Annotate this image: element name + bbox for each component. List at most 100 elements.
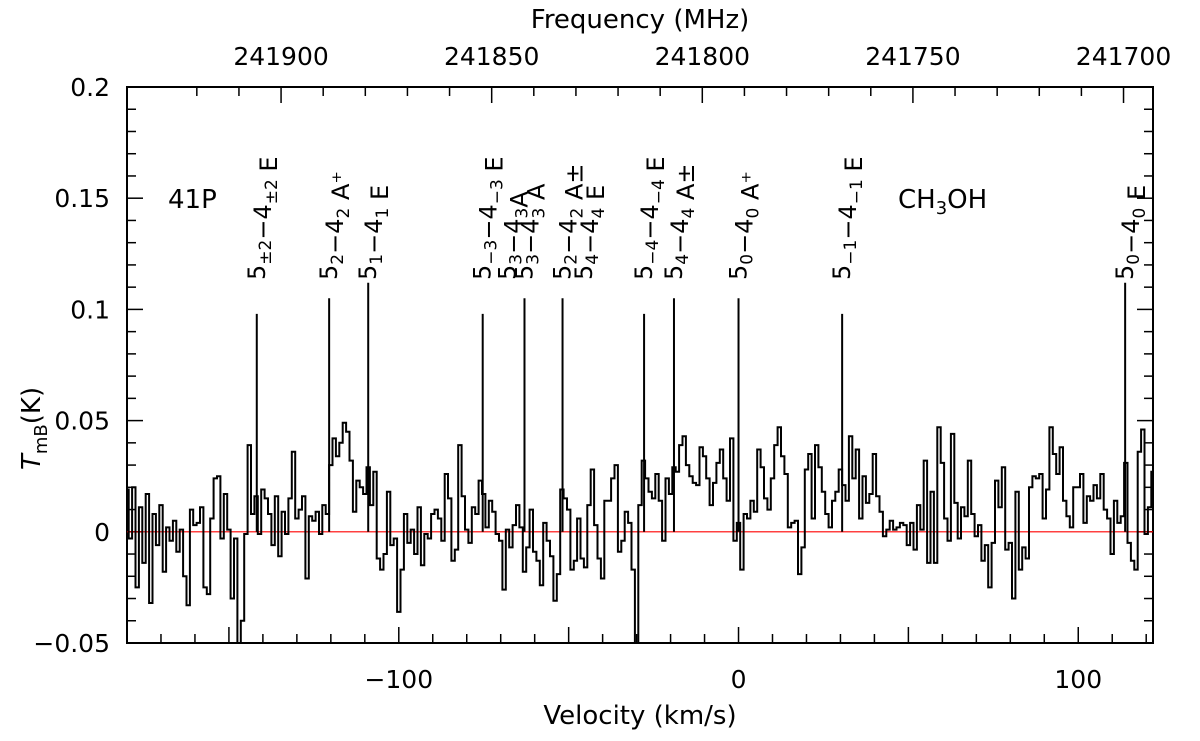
label-subscript: −1 bbox=[841, 240, 861, 265]
x-tick-label: −100 bbox=[364, 665, 433, 694]
label-text: −4 bbox=[321, 219, 349, 254]
label-subscript: −3 bbox=[482, 240, 502, 265]
label-text: −4 bbox=[731, 219, 759, 254]
y-axis-title-unit: (K) bbox=[17, 387, 47, 424]
y-axis-title-symbol: T bbox=[17, 452, 47, 470]
label-text: E bbox=[840, 156, 868, 179]
label-text: A bbox=[522, 183, 550, 208]
label-text: E bbox=[1123, 185, 1151, 208]
label-text: −4 bbox=[360, 219, 388, 254]
label-subscript: 4 bbox=[673, 254, 693, 265]
label-text: A± bbox=[561, 164, 589, 208]
top-tick-label: 241800 bbox=[655, 42, 750, 71]
label-text: 5 bbox=[494, 265, 522, 280]
label-text: −4 bbox=[475, 204, 503, 239]
label-text: 5 bbox=[660, 265, 688, 280]
transition-label: 50−40 A⁺ bbox=[725, 171, 765, 280]
x-tick-label: 0 bbox=[731, 665, 747, 694]
label-text: 5 bbox=[243, 265, 271, 280]
transition-label: 5±2−4±2 E bbox=[243, 156, 283, 280]
y-tick-label: −0.05 bbox=[33, 629, 110, 658]
label-text: 5 bbox=[725, 265, 753, 280]
molecule-part: OH bbox=[947, 185, 987, 215]
transition-label: 50−40 E bbox=[1111, 185, 1151, 280]
transition-label: 52−42 A⁺ bbox=[315, 171, 355, 280]
label-text: E bbox=[642, 156, 670, 179]
label-subscript: 4 bbox=[589, 208, 609, 219]
top-axis-title: Frequency (MHz) bbox=[531, 5, 750, 35]
x-axis-title: Velocity (km/s) bbox=[543, 701, 736, 731]
molecule-part: CH bbox=[898, 185, 936, 215]
label-text: 5 bbox=[630, 265, 658, 280]
label-subscript: 1 bbox=[367, 254, 387, 265]
label-subscript: 3 bbox=[513, 208, 533, 219]
y-tick-label: 0.1 bbox=[70, 295, 110, 324]
label-text: 5 bbox=[469, 265, 497, 280]
label-text: −4 bbox=[1117, 219, 1145, 254]
y-axis-title: TmB(K) bbox=[17, 387, 52, 470]
transition-label: 5−3−4−3 E bbox=[469, 156, 509, 280]
label-subscript: 4 bbox=[679, 208, 699, 219]
label-text: 5 bbox=[510, 265, 538, 280]
y-tick-label: 0.05 bbox=[54, 407, 110, 436]
transition-label: 54−44 A± bbox=[660, 164, 700, 280]
object-annotation: 41P bbox=[168, 185, 217, 215]
transition-label: 54−44 E bbox=[570, 185, 610, 280]
top-tick-label: 241750 bbox=[865, 42, 960, 71]
molecule-annotation: CH3OH bbox=[898, 185, 987, 219]
label-subscript: 0 bbox=[1124, 254, 1144, 265]
label-text: A⁺ bbox=[327, 171, 355, 208]
label-subscript: 3 bbox=[523, 254, 543, 265]
label-text: −4 bbox=[516, 219, 544, 254]
molecule-part: 3 bbox=[936, 198, 947, 219]
label-text: A bbox=[506, 191, 534, 208]
label-subscript: −3 bbox=[488, 179, 508, 204]
spectrum-trace bbox=[127, 421, 1153, 643]
transition-lines-group bbox=[255, 282, 1127, 532]
label-subscript: −4 bbox=[643, 240, 663, 265]
label-text: E bbox=[582, 185, 610, 208]
label-text: A± bbox=[672, 164, 700, 208]
label-text: 5 bbox=[570, 265, 598, 280]
label-text: −4 bbox=[500, 219, 528, 254]
label-text: A⁺ bbox=[737, 171, 765, 208]
label-text: −4 bbox=[636, 204, 664, 239]
label-text: −4 bbox=[666, 219, 694, 254]
transition-label: 5−4−4−4 E bbox=[630, 156, 670, 280]
transition-labels-group: 5±2−4±2 E52−42 A⁺51−41 E5−3−4−3 E53−43 A… bbox=[243, 156, 1151, 280]
plot-frame-group bbox=[126, 86, 1154, 644]
transition-label: 53−43A bbox=[494, 191, 534, 280]
y-tick-label: 0 bbox=[94, 518, 110, 547]
label-subscript: 0 bbox=[738, 254, 758, 265]
top-tick-label: 241850 bbox=[444, 42, 539, 71]
label-subscript: 2 bbox=[334, 208, 354, 219]
y-tick-label: 0.2 bbox=[70, 73, 110, 102]
x-tick-label: 100 bbox=[1054, 665, 1102, 694]
label-text: −4 bbox=[576, 219, 604, 254]
label-subscript: −1 bbox=[847, 179, 867, 204]
label-text: 5 bbox=[549, 265, 577, 280]
transition-label: 5−1−4−1 E bbox=[828, 156, 868, 280]
y-axis-title-subscript: mB bbox=[31, 424, 52, 454]
label-text: −4 bbox=[555, 219, 583, 254]
label-text: −4 bbox=[834, 204, 862, 239]
label-subscript: −4 bbox=[649, 179, 669, 204]
transition-label: 51−41 E bbox=[354, 185, 394, 280]
top-tick-label: 241900 bbox=[233, 42, 328, 71]
spectrum-group bbox=[127, 421, 1153, 643]
label-text: E bbox=[366, 185, 394, 208]
label-text: E bbox=[481, 156, 509, 179]
transition-label: 52−42 A± bbox=[549, 164, 589, 280]
label-subscript: 0 bbox=[744, 208, 764, 219]
label-subscript: 2 bbox=[328, 254, 348, 265]
label-text: 5 bbox=[1111, 265, 1139, 280]
label-subscript: 2 bbox=[568, 208, 588, 219]
label-text: 5 bbox=[354, 265, 382, 280]
y-tick-label: 0.15 bbox=[54, 184, 110, 213]
plot-frame bbox=[126, 86, 1154, 644]
top-tick-label: 241700 bbox=[1076, 42, 1171, 71]
label-text: 5 bbox=[828, 265, 856, 280]
label-subscript: 2 bbox=[562, 254, 582, 265]
